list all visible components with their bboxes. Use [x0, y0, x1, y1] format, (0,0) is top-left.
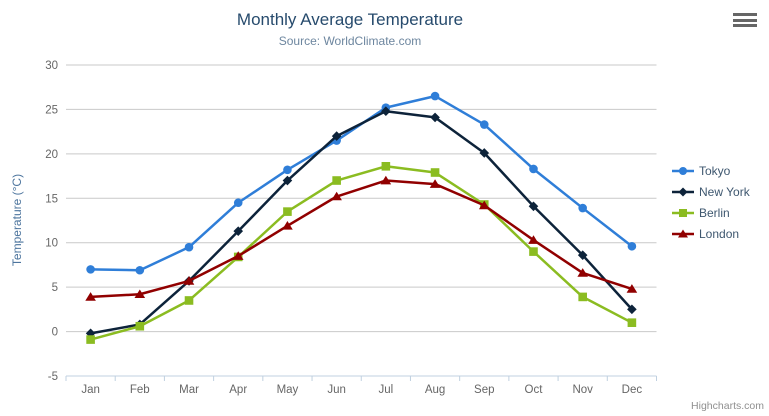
x-axis-tick-label: Nov [572, 384, 593, 396]
series-line-tokyo [89, 94, 634, 272]
legend-item-london[interactable]: London [672, 225, 750, 242]
chart-context-menu-button[interactable] [733, 13, 757, 27]
y-axis-tick-label: 15 [45, 193, 58, 205]
x-axis-tick-label: May [277, 384, 299, 396]
legend-marker-triangle-icon [672, 229, 694, 237]
x-axis-tick-label: Jul [379, 384, 394, 396]
y-axis-tick-label: 10 [45, 238, 58, 250]
highcharts-credits-link[interactable]: Highcharts.com [691, 400, 764, 412]
x-axis-tick-label: Apr [229, 384, 247, 396]
series-new-york[interactable] [85, 106, 637, 339]
legend-label: New York [699, 184, 750, 199]
legend-label: London [699, 226, 740, 241]
x-axis-tick-label: Sep [474, 384, 494, 396]
series-london[interactable] [85, 175, 638, 301]
legend-marker-square-icon [672, 208, 694, 217]
x-axis-tick-label: Jan [81, 384, 100, 396]
chart-legend: Tokyo New York Berlin London [672, 162, 750, 242]
series-line-new-york [89, 109, 634, 335]
series-line-berlin [89, 165, 634, 341]
x-axis-tick-label: Dec [622, 384, 643, 396]
x-axis-tick-label: Aug [425, 384, 445, 396]
legend-item-tokyo[interactable]: Tokyo [672, 162, 750, 179]
y-axis-tick-label: 5 [52, 282, 58, 294]
series-line-london [89, 179, 634, 299]
legend-marker-circle-icon [672, 166, 694, 175]
legend-marker-diamond-icon [672, 187, 694, 196]
x-axis-tick-label: Jun [327, 384, 346, 396]
y-axis-tick-label: -5 [48, 371, 58, 383]
y-axis-tick-label: 25 [45, 104, 58, 116]
y-axis-tick-label: 20 [45, 149, 58, 161]
x-axis-tick-label: Feb [130, 384, 150, 396]
legend-label: Berlin [699, 205, 730, 220]
legend-label: Tokyo [699, 163, 731, 178]
legend-item-berlin[interactable]: Berlin [672, 204, 750, 221]
chart-subtitle: Source: WorldClimate.com [278, 34, 422, 48]
x-axis-tick-label: Oct [525, 384, 544, 396]
y-axis-tick-label: 0 [52, 327, 58, 339]
legend-item-new-york[interactable]: New York [672, 183, 750, 200]
chart-title: Monthly Average Temperature [236, 10, 464, 29]
hamburger-icon [733, 13, 757, 27]
y-axis-title: Temperature (°C) [10, 173, 24, 267]
series-tokyo[interactable] [86, 91, 637, 275]
y-axis-tick-label: 30 [45, 60, 58, 72]
x-axis-tick-label: Mar [179, 384, 199, 396]
